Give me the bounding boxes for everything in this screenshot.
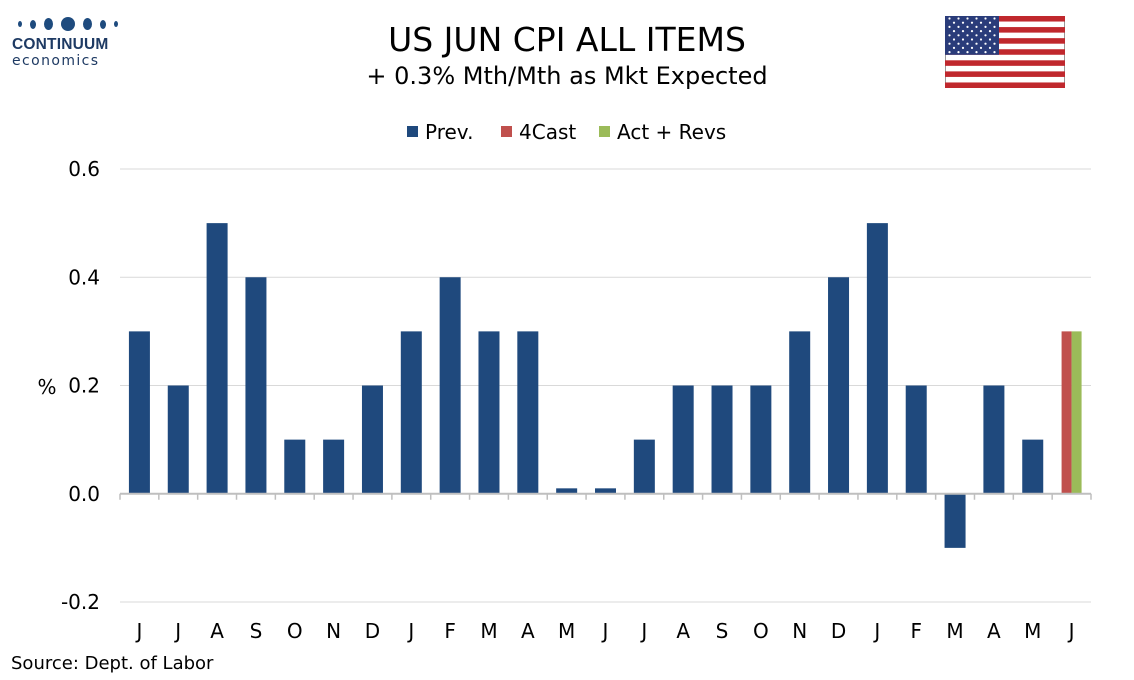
x-tick-label: J xyxy=(173,619,181,643)
bar-prev xyxy=(439,277,461,494)
bar-prev xyxy=(944,493,966,548)
x-tick-label: J xyxy=(872,619,880,643)
x-tick-label: N xyxy=(326,619,341,643)
legend-swatch xyxy=(501,126,512,137)
x-tick-label: S xyxy=(716,619,729,643)
bar-prev xyxy=(245,277,267,494)
x-tick-label: A xyxy=(521,619,535,643)
bars xyxy=(128,223,1082,548)
x-tick-label: J xyxy=(1067,619,1075,643)
logo-dots-icon xyxy=(12,14,134,34)
bar-prev xyxy=(284,439,306,494)
bar-prev xyxy=(828,277,850,494)
legend-label: 4Cast xyxy=(519,120,576,144)
legend-item: Prev. xyxy=(407,120,473,144)
bar-prev xyxy=(323,439,345,494)
x-tick-label: A xyxy=(676,619,690,643)
bar-prev xyxy=(478,331,500,494)
x-tick-label: M xyxy=(1024,619,1041,643)
x-tick-label: J xyxy=(639,619,647,643)
bar-prev xyxy=(517,331,539,494)
x-tick-label: D xyxy=(831,619,846,643)
x-tick-label: M xyxy=(480,619,497,643)
us-flag-icon xyxy=(945,16,1065,88)
y-tick-label: 0.4 xyxy=(68,265,100,289)
gridlines xyxy=(120,168,1091,603)
legend-swatch xyxy=(407,126,418,137)
chart-subtitle: + 0.3% Mth/Mth as Mkt Expected xyxy=(366,62,768,90)
x-tick-label: O xyxy=(753,619,769,643)
y-tick-label: 0.2 xyxy=(68,374,100,398)
y-axis-tick-labels: 0.6 0.4 0.2 0.0 -0.2 xyxy=(61,157,100,614)
bar-prev xyxy=(400,331,422,494)
bar-prev xyxy=(361,385,383,494)
bar-prev xyxy=(206,223,228,494)
bar-prev xyxy=(905,385,927,494)
bar-act-revs xyxy=(1071,331,1082,494)
x-tick-label: J xyxy=(134,619,142,643)
bar-prev xyxy=(595,488,616,494)
legend-item: 4Cast xyxy=(501,120,576,144)
legend-swatch xyxy=(599,126,610,137)
bar-prev xyxy=(983,385,1005,494)
bar-prev xyxy=(128,331,150,494)
bar-4cast xyxy=(1061,331,1072,494)
bar-prev xyxy=(556,488,578,494)
x-tick-label: M xyxy=(946,619,963,643)
legend-label: Prev. xyxy=(425,120,473,144)
x-tick-label: F xyxy=(910,619,922,643)
bar-prev xyxy=(1022,439,1044,494)
y-tick-label: -0.2 xyxy=(61,590,100,614)
bar-prev xyxy=(789,331,811,494)
zero-axis xyxy=(119,492,1092,500)
chart-title: US JUN CPI ALL ITEMS xyxy=(388,20,746,59)
x-tick-label: O xyxy=(287,619,303,643)
bar-prev xyxy=(750,385,772,494)
bar-prev xyxy=(167,385,189,494)
y-tick-label: 0.0 xyxy=(68,482,100,506)
y-axis-label: % xyxy=(37,375,56,399)
bar-prev xyxy=(711,385,733,494)
x-tick-label: A xyxy=(210,619,224,643)
legend-item: Act + Revs xyxy=(599,120,726,144)
logo-name: CONTINUUM xyxy=(12,36,109,53)
bar-prev xyxy=(633,439,655,494)
x-tick-label: S xyxy=(250,619,263,643)
bar-prev xyxy=(672,385,694,494)
x-tick-label: F xyxy=(444,619,456,643)
logo-sub: economics xyxy=(12,53,100,69)
x-tick-label: D xyxy=(365,619,380,643)
y-tick-label: 0.6 xyxy=(68,157,100,181)
continuum-economics-logo: CONTINUUM economics xyxy=(12,14,134,76)
x-tick-label: M xyxy=(558,619,575,643)
x-tick-label: J xyxy=(406,619,414,643)
bar-prev xyxy=(866,223,888,494)
x-tick-label: N xyxy=(792,619,807,643)
legend: Prev. 4Cast Act + Revs xyxy=(407,120,726,144)
x-tick-label: J xyxy=(601,619,609,643)
legend-label: Act + Revs xyxy=(617,120,726,144)
source-note: Source: Dept. of Labor xyxy=(11,653,214,674)
x-tick-label: A xyxy=(987,619,1001,643)
